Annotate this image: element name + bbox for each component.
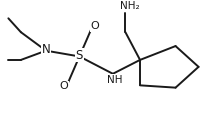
Text: NH: NH	[107, 75, 123, 85]
Text: O: O	[59, 81, 68, 91]
Text: NH₂: NH₂	[120, 1, 139, 11]
Text: O: O	[91, 21, 99, 31]
Text: S: S	[76, 49, 83, 62]
Text: N: N	[42, 43, 50, 56]
